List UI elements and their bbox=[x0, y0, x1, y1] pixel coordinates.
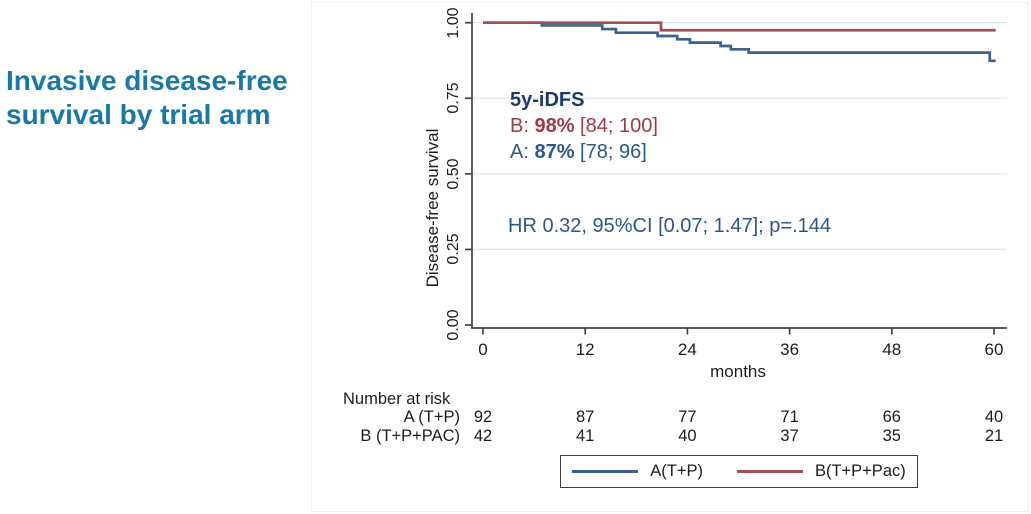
risk-value: 42 bbox=[473, 426, 493, 445]
legend-box: A(T+P) B(T+P+Pac) bbox=[560, 455, 918, 488]
x-tick-label: 48 bbox=[882, 340, 902, 359]
risk-value: 71 bbox=[780, 408, 799, 426]
risk-row-label: A (T+P) bbox=[403, 408, 460, 426]
annotation-line-b: B: 98% [84; 100] bbox=[510, 113, 658, 139]
x-tick-label: 0 bbox=[478, 340, 488, 359]
annotation-b-value: 98% bbox=[534, 115, 575, 137]
legend-item-label: B(T+P+Pac) bbox=[814, 462, 906, 480]
x-tick-label: 12 bbox=[575, 340, 595, 359]
x-tick-label: 60 bbox=[984, 340, 1004, 359]
slide-title-line-2: survival by trial arm bbox=[6, 99, 271, 130]
risk-value: 41 bbox=[576, 426, 595, 445]
risk-value: 35 bbox=[882, 426, 901, 445]
annotation-a-prefix: A: bbox=[510, 141, 535, 163]
legend-item-label: A(T+P) bbox=[650, 462, 703, 480]
y-tick-label: 1.00 bbox=[445, 7, 462, 39]
risk-value: 21 bbox=[984, 426, 1004, 445]
slide-title-line-1: Invasive disease-free bbox=[6, 65, 288, 96]
y-axis-title: Disease-free survival bbox=[423, 128, 442, 288]
annotation-a-value: 87% bbox=[534, 141, 575, 163]
risk-value: 77 bbox=[678, 408, 697, 426]
slide-title: Invasive disease-free survival by trial a… bbox=[6, 64, 288, 132]
annotation-b-ci: [84; 100] bbox=[574, 115, 658, 137]
y-tick-label: 0.25 bbox=[445, 233, 462, 265]
risk-value: 37 bbox=[780, 426, 799, 445]
annotation-line-a: A: 87% [78; 96] bbox=[510, 139, 658, 165]
annotation-b-prefix: B: bbox=[510, 115, 535, 137]
legend-item: A(T+P) bbox=[572, 462, 703, 481]
chart-panel bbox=[311, 2, 1029, 512]
x-tick-label: 24 bbox=[677, 340, 697, 359]
risk-value: 87 bbox=[576, 408, 595, 426]
legend-item: B(T+P+Pac) bbox=[736, 462, 906, 481]
legend-line-swatch-icon bbox=[736, 470, 803, 473]
y-tick-label: 0.75 bbox=[445, 82, 462, 114]
risk-value: 92 bbox=[473, 408, 493, 426]
y-tick-label: 0.50 bbox=[445, 158, 462, 190]
annotation-block: 5y-iDFS B: 98% [84; 100] A: 87% [78; 96] bbox=[510, 87, 658, 165]
risk-value: 40 bbox=[678, 426, 697, 445]
risk-value: 66 bbox=[882, 408, 901, 426]
risk-value: 40 bbox=[984, 408, 1004, 426]
x-tick-label: 36 bbox=[780, 340, 800, 359]
legend-line-swatch-icon bbox=[572, 470, 639, 473]
annotation-heading: 5y-iDFS bbox=[510, 89, 585, 111]
hr-annotation: HR 0.32, 95%CI [0.07; 1.47]; p=.144 bbox=[508, 215, 831, 237]
y-tick-label: 0.00 bbox=[445, 309, 462, 341]
annotation-a-ci: [78; 96] bbox=[574, 141, 647, 163]
risk-table-heading: Number at risk bbox=[343, 390, 451, 408]
risk-row-label: B (T+P+PAC) bbox=[360, 426, 460, 445]
x-axis-title: months bbox=[710, 362, 766, 381]
